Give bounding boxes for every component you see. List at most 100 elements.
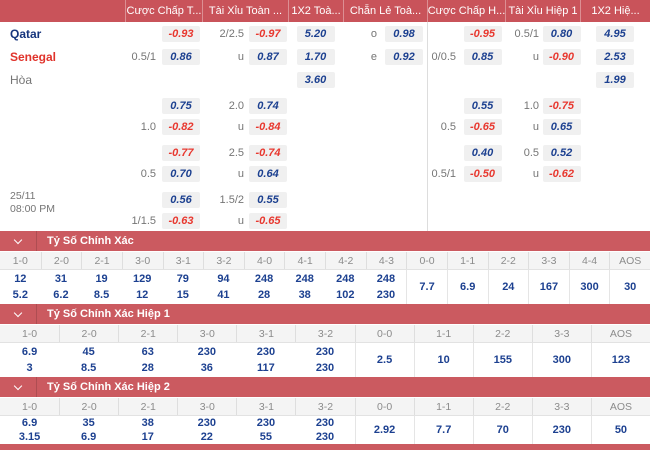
score-odds[interactable]: 22 [200, 430, 213, 443]
score-odds[interactable]: 41 [217, 288, 230, 301]
score-odds[interactable]: 17 [141, 430, 154, 443]
odds-value[interactable]: 4.95 [596, 25, 634, 42]
odds-value[interactable]: 1.70 [296, 48, 335, 65]
score-odds[interactable]: 50 [614, 424, 628, 436]
odds-value[interactable]: -0.62 [542, 165, 581, 182]
odds-value[interactable]: 0.75 [162, 97, 200, 114]
score-odds[interactable]: 19 [95, 273, 108, 286]
odds-value[interactable]: -0.65 [249, 212, 287, 229]
score-odds[interactable]: 123 [611, 354, 631, 366]
score-odds[interactable]: 230 [197, 346, 216, 359]
score-odds[interactable]: 8.5 [80, 361, 97, 374]
score-odds[interactable]: 6.9 [21, 417, 38, 430]
score-odds[interactable]: 38 [298, 288, 311, 301]
score-odds[interactable]: 248 [295, 273, 314, 286]
score-odds[interactable]: 55 [259, 430, 273, 443]
collapse-toggle[interactable] [0, 304, 37, 324]
section-header-correct-score[interactable]: Tỷ Số Chính Xác [0, 231, 650, 251]
odds-value[interactable]: 0.55 [249, 191, 287, 208]
score-odds[interactable]: 129 [133, 273, 152, 286]
odds-value[interactable]: -0.93 [162, 25, 200, 42]
odds-value[interactable]: 5.20 [296, 25, 335, 42]
score-odds[interactable]: 31 [54, 273, 68, 286]
score-odds[interactable]: 3.15 [18, 430, 41, 443]
odds-value[interactable]: -0.50 [463, 165, 502, 182]
odds-value[interactable]: 0.85 [463, 48, 502, 65]
odds-value[interactable]: -0.74 [249, 144, 287, 161]
score-odds[interactable]: 3 [26, 361, 33, 374]
score-odds[interactable]: 70 [496, 424, 509, 436]
score-odds[interactable]: 230 [376, 288, 396, 301]
score-odds[interactable]: 38 [141, 417, 154, 430]
score-odds[interactable]: 36 [200, 361, 213, 374]
score-odds[interactable]: 2.92 [373, 424, 396, 436]
odds-value[interactable]: 0.70 [162, 165, 200, 182]
score-odds[interactable]: 8.5 [93, 288, 110, 301]
score-odds[interactable]: 15 [176, 288, 189, 301]
score-odds[interactable]: 94 [217, 273, 230, 286]
odds-value[interactable]: 0.64 [249, 165, 287, 182]
score-odds[interactable]: 230 [315, 430, 335, 443]
odds-value[interactable]: -0.95 [463, 25, 502, 42]
score-odds[interactable]: 155 [493, 354, 512, 366]
score-odds[interactable]: 35 [82, 417, 95, 430]
score-odds[interactable]: 28 [141, 361, 154, 374]
score-odds[interactable]: 10 [437, 354, 450, 366]
odds-value[interactable]: 0.92 [385, 48, 423, 65]
odds-value[interactable]: -0.63 [162, 212, 200, 229]
score-odds[interactable]: 45 [82, 346, 95, 359]
section-header-correct-score-half2[interactable]: Tỷ Số Chính Xác Hiệp 2 [0, 377, 650, 397]
score-odds[interactable]: 102 [336, 288, 355, 301]
score-odds[interactable]: 248 [254, 273, 274, 286]
odds-value[interactable]: 0.65 [542, 118, 581, 135]
odds-value[interactable]: 0.86 [162, 48, 200, 65]
score-odds[interactable]: 248 [336, 273, 355, 286]
score-odds[interactable]: 167 [539, 281, 559, 293]
score-odds[interactable]: 63 [141, 346, 154, 359]
score-odds[interactable]: 230 [197, 417, 216, 430]
collapse-toggle[interactable] [0, 231, 37, 251]
score-odds[interactable]: 230 [315, 346, 335, 359]
odds-value[interactable]: -0.97 [249, 25, 287, 42]
score-odds[interactable]: 5.2 [12, 288, 28, 301]
score-odds[interactable]: 6.9 [460, 281, 476, 293]
odds-value[interactable]: 0.80 [542, 25, 581, 42]
odds-value[interactable]: 0.98 [385, 25, 423, 42]
score-odds[interactable]: 24 [502, 281, 515, 293]
odds-value[interactable]: 0.52 [542, 144, 581, 161]
score-odds[interactable]: 30 [624, 281, 637, 293]
odds-value[interactable]: 2.53 [596, 48, 634, 65]
score-odds[interactable]: 300 [580, 281, 599, 293]
odds-value[interactable]: 0.40 [463, 144, 502, 161]
odds-value[interactable]: -0.75 [542, 97, 581, 114]
score-odds[interactable]: 12 [136, 288, 149, 301]
collapse-toggle[interactable] [0, 377, 37, 397]
odds-value[interactable]: -0.65 [463, 118, 502, 135]
odds-value[interactable]: 0.87 [249, 48, 287, 65]
odds-value[interactable]: 1.99 [596, 71, 634, 88]
score-odds[interactable]: 6.2 [53, 288, 69, 301]
odds-value[interactable]: 0.55 [463, 97, 502, 114]
odds-value[interactable]: -0.77 [162, 144, 200, 161]
odds-value[interactable]: 0.56 [162, 191, 200, 208]
score-odds[interactable]: 230 [315, 361, 335, 374]
odds-value[interactable]: -0.82 [162, 118, 200, 135]
score-odds[interactable]: 6.9 [80, 430, 97, 443]
odds-value[interactable]: 3.60 [296, 71, 335, 88]
score-odds[interactable]: 7.7 [419, 281, 435, 293]
score-odds[interactable]: 300 [552, 354, 572, 366]
score-odds[interactable]: 230 [256, 346, 276, 359]
section-header-correct-score-half1[interactable]: Tỷ Số Chính Xác Hiệp 1 [0, 304, 650, 324]
score-odds[interactable]: 7.7 [436, 424, 452, 436]
odds-value[interactable]: 0.74 [249, 97, 287, 114]
odds-value[interactable]: -0.84 [249, 118, 287, 135]
score-odds[interactable]: 2.5 [376, 354, 393, 366]
score-odds[interactable]: 12 [14, 273, 27, 286]
score-odds[interactable]: 230 [256, 417, 276, 430]
score-odds[interactable]: 248 [376, 273, 396, 286]
score-odds[interactable]: 79 [176, 273, 189, 286]
score-odds[interactable]: 28 [257, 288, 271, 301]
odds-value[interactable]: -0.90 [542, 48, 581, 65]
score-odds[interactable]: 230 [315, 417, 335, 430]
score-odds[interactable]: 6.9 [21, 346, 38, 359]
